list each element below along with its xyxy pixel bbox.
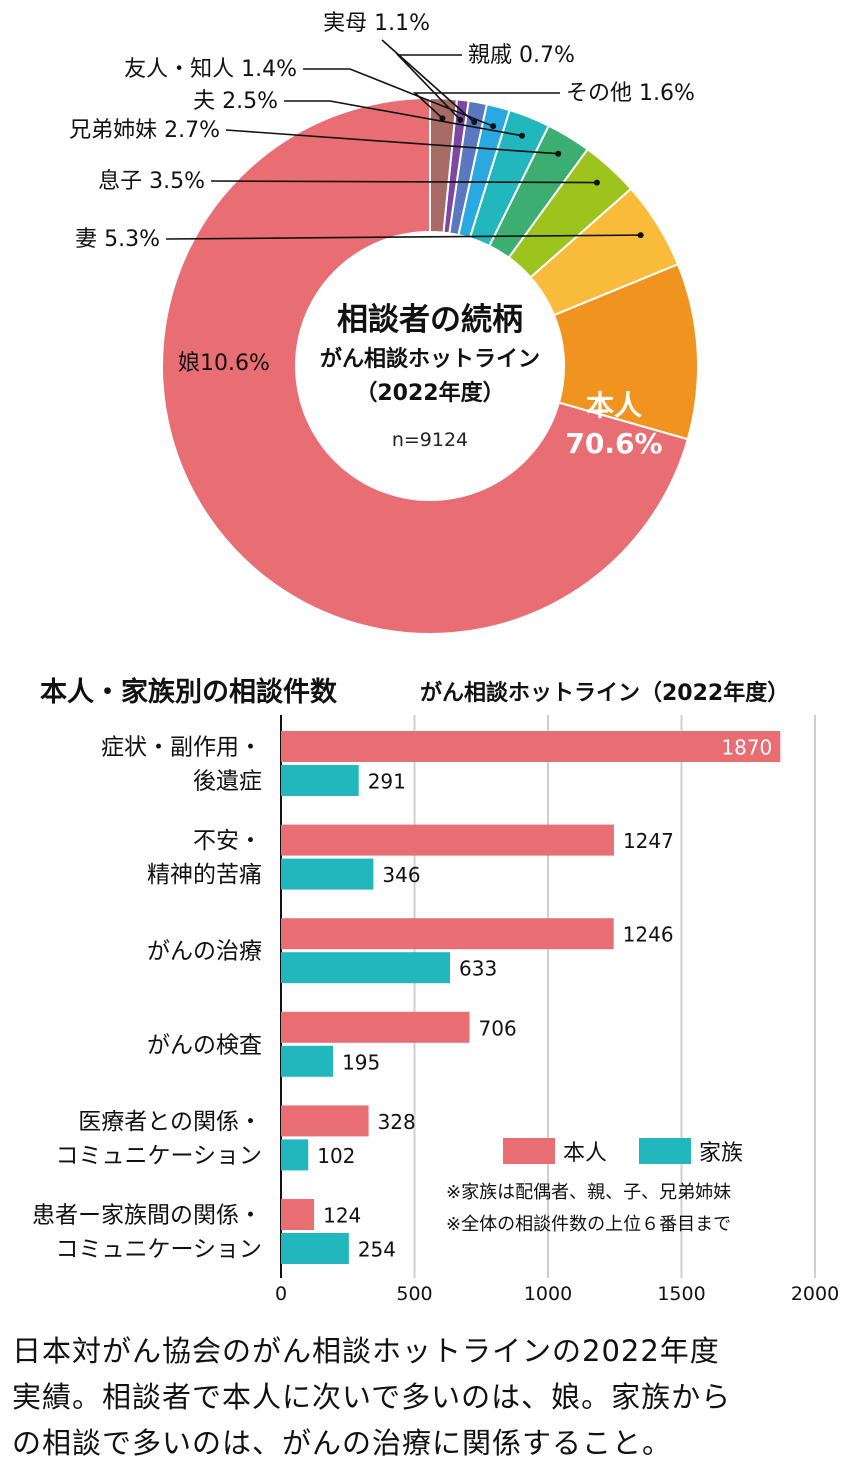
- article-caption: 日本対がん協会のがん相談ホットラインの2022年度 実績。相談者で本人に次いで多…: [12, 1328, 838, 1466]
- category-label: コミュニケーション: [55, 1237, 262, 1263]
- note-text: ※全体の相談件数の上位６番目まで: [446, 1214, 731, 1235]
- legend-label: 本人: [563, 1141, 607, 1166]
- pie-leader-line: [165, 234, 641, 240]
- bar-self: [281, 824, 614, 856]
- x-tick-label: 1500: [657, 1283, 705, 1305]
- bar-family: [281, 765, 359, 796]
- category-label: がんの治療: [147, 939, 262, 965]
- pie-label: 友人・知人 1.4%: [124, 57, 297, 82]
- pie-leader-line: [303, 68, 494, 127]
- bar-grid: [280, 715, 816, 1278]
- figure-canvas: 本人 70.6% 娘10.6% 妻 5.3% 息子 3.5% 兄弟姉妹 2.7% 夫 2.5…: [32, 11, 839, 1305]
- legend-swatch: [503, 1138, 555, 1164]
- bar-family: [281, 1233, 349, 1264]
- pie-leader-line: [396, 54, 462, 121]
- bar-value-label: 633: [459, 957, 497, 981]
- pie-label: 親戚 0.7%: [468, 43, 575, 68]
- pie-leader-dot: [439, 115, 446, 122]
- pie-label-value: 70.6%: [565, 427, 662, 460]
- pie-leader-dot: [471, 118, 478, 125]
- pie-leader-dot: [555, 150, 562, 157]
- pie-leader-line: [284, 100, 523, 137]
- bar-categories: 症状・副作用・後遺症不安・精神的苦痛がんの治療がんの検査医療者との関係・コミュニ…: [32, 735, 262, 1263]
- bar-self: [281, 1199, 315, 1230]
- bar-chart-subtitle: がん相談ホットライン（2022年度）: [420, 680, 789, 706]
- pie-label: 妻 5.3%: [75, 227, 160, 252]
- x-tick-label: 500: [396, 1283, 432, 1305]
- bar-value-label: 1247: [623, 829, 674, 853]
- category-label: 不安・: [193, 828, 262, 854]
- bar-family: [281, 952, 451, 984]
- bar-self: [281, 1105, 369, 1137]
- bar-value-label: 124: [323, 1204, 361, 1228]
- x-tick-label: 0: [275, 1283, 287, 1305]
- bar-family: [281, 858, 374, 890]
- pie-label: 実母 1.1%: [323, 11, 430, 36]
- note-text: ※家族は配偶者、親、子、兄弟姉妹: [446, 1182, 731, 1203]
- caption-line: 実績。相談者で本人に次いで多いのは、娘。家族から: [12, 1380, 732, 1414]
- pie-leader-dot: [637, 232, 644, 239]
- pie-leader-dot: [519, 132, 526, 139]
- bar-value-label: 102: [317, 1144, 355, 1168]
- pie-label: 息子 3.5%: [98, 169, 205, 194]
- pie-title: 相談者の続柄: [337, 302, 523, 338]
- bar-self: [281, 731, 781, 762]
- pie-subtitle: がん相談ホットライン: [320, 346, 540, 372]
- bar-marks: 1870 291 1247 346 1246 633 706 195 328 102 124 254: [281, 731, 781, 1264]
- bar-value-label: 706: [479, 1016, 517, 1040]
- bar-value-label: 346: [382, 863, 420, 887]
- pie-period: （2022年度）: [355, 380, 504, 406]
- x-tick-label: 1000: [524, 1283, 572, 1305]
- bar-family: [281, 1139, 309, 1171]
- pie-n-label: n=9124: [392, 429, 468, 451]
- x-tick-label: 2000: [791, 1283, 839, 1305]
- pie-label: 娘10.6%: [178, 351, 270, 376]
- bar-value-label: 328: [378, 1110, 416, 1134]
- category-label: 症状・副作用・: [101, 735, 262, 761]
- bar-self: [281, 918, 614, 950]
- pie-label: 夫 2.5%: [193, 89, 278, 114]
- pie-leader-line: [210, 180, 597, 184]
- pie-label: 兄弟姉妹 2.7%: [69, 118, 220, 143]
- category-label: 患者ー家族間の関係・: [32, 1203, 262, 1229]
- pie-slices: [161, 96, 699, 635]
- caption-line: の相談で多いのは、がんの治療に関係すること。: [12, 1426, 673, 1460]
- bar-family: [281, 1045, 334, 1077]
- bar-x-tick-labels: 0 500 1000 1500 2000: [275, 1283, 839, 1305]
- legend-label: 家族: [699, 1141, 743, 1166]
- bar-value-label: 1246: [623, 923, 674, 947]
- bar-chart: 本人・家族別の相談件数 がん相談ホットライン（2022年度） 症状・副作用・後遺…: [32, 676, 839, 1305]
- pie-chart: 本人 70.6% 娘10.6% 妻 5.3% 息子 3.5% 兄弟姉妹 2.7% 夫 2.5…: [69, 11, 699, 635]
- category-label: 精神的苦痛: [147, 862, 262, 888]
- legend-swatch: [639, 1138, 691, 1164]
- bar-legend: 本人 家族: [503, 1138, 743, 1166]
- category-label: がんの検査: [147, 1032, 262, 1058]
- pie-leader-line: [381, 39, 475, 123]
- category-label: コミュニケーション: [55, 1143, 262, 1169]
- pie-label-name: 本人: [586, 389, 642, 422]
- pie-leader-line: [412, 92, 560, 119]
- bar-notes: ※家族は配偶者、親、子、兄弟姉妹 ※全体の相談件数の上位６番目まで: [446, 1182, 731, 1235]
- pie-leader-dot: [457, 116, 464, 123]
- pie-leader-dot: [490, 123, 497, 130]
- bar-chart-title: 本人・家族別の相談件数: [40, 676, 338, 708]
- pie-slice-1: [161, 96, 690, 635]
- category-label: 後遺症: [193, 769, 262, 795]
- pie-leader-line: [225, 129, 559, 155]
- pie-callouts: 本人 70.6% 娘10.6% 妻 5.3% 息子 3.5% 兄弟姉妹 2.7% 夫 2.5…: [69, 11, 695, 460]
- caption-line: 日本対がん協会のがん相談ホットラインの2022年度: [12, 1334, 720, 1368]
- category-label: 医療者との関係・: [78, 1109, 262, 1135]
- pie-label: その他 1.6%: [566, 81, 695, 106]
- bar-value-label: 1870: [721, 736, 772, 760]
- bar-value-label: 195: [342, 1050, 380, 1074]
- bar-value-label: 254: [358, 1238, 396, 1262]
- pie-leader-dot: [593, 179, 600, 186]
- bar-value-label: 291: [368, 770, 406, 794]
- bar-self: [281, 1011, 470, 1043]
